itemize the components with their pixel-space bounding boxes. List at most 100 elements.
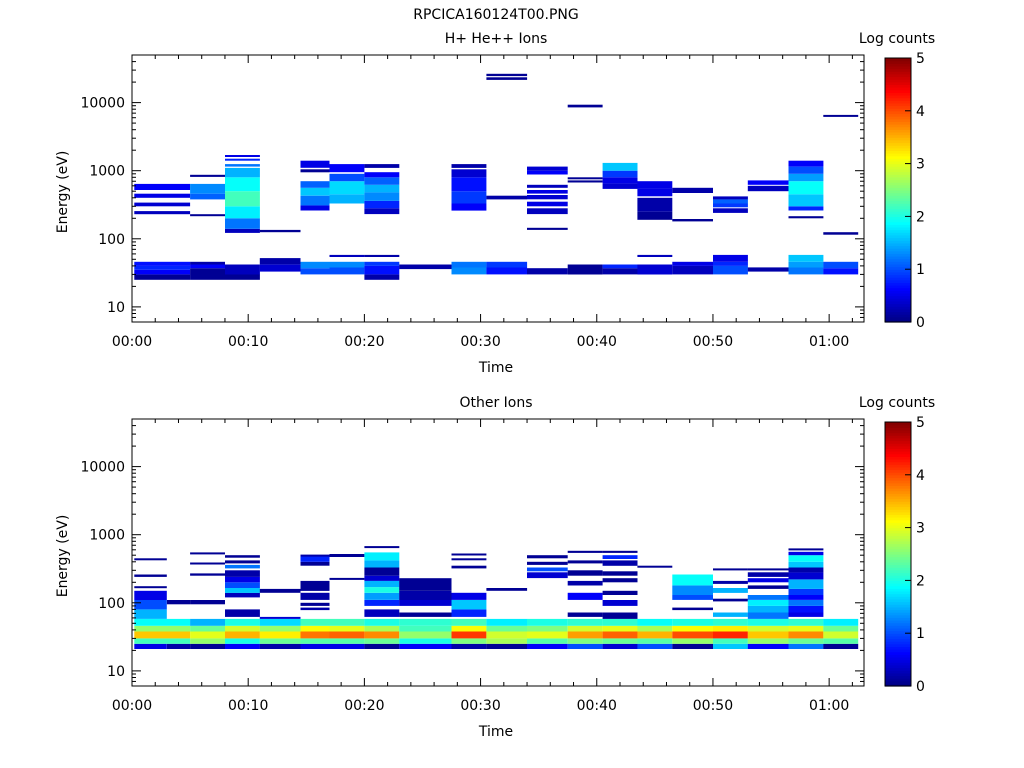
heatmap-cell (602, 638, 638, 644)
heatmap-cell (259, 631, 301, 639)
y-axis-label: Energy (eV) (55, 515, 71, 598)
colorbar-segment (885, 654, 911, 658)
heatmap-cell (300, 643, 365, 649)
colorbar-segment (885, 298, 911, 302)
colorbar-segment (885, 643, 911, 647)
colorbar-segment (885, 422, 911, 426)
heatmap-cell (364, 546, 400, 549)
heatmap-cell (823, 268, 859, 275)
heatmap-cell (300, 181, 330, 188)
colorbar-segment (885, 65, 911, 70)
colorbar-segment (885, 469, 911, 473)
heatmap-cell (190, 261, 225, 265)
heatmap-cell (637, 643, 673, 649)
heatmap-cell (747, 568, 789, 571)
colorbar-segment (885, 445, 911, 449)
heatmap-cell (527, 184, 568, 188)
heatmap-cell (225, 228, 260, 233)
heatmap-cell (399, 600, 452, 606)
heatmap-cell (190, 193, 225, 200)
colorbar-segment (885, 303, 911, 307)
heatmap-cell (134, 625, 191, 632)
heatmap-cell (134, 183, 191, 190)
heatmap-cell (190, 618, 225, 626)
colorbar-segment (885, 638, 911, 642)
colorbar-segment (885, 224, 911, 228)
heatmap-cell (672, 574, 713, 586)
heatmap-cell (225, 618, 260, 626)
heatmap-cell (713, 580, 748, 584)
colorbar-segment (885, 179, 911, 183)
colorbar-segment (885, 482, 911, 486)
heatmap-cell (823, 618, 859, 626)
colorbar-segment (885, 213, 911, 217)
heatmap-cell (329, 577, 365, 580)
heatmap-cell (567, 631, 603, 639)
colorbar-segment (885, 97, 911, 101)
colorbar-segment (885, 308, 911, 313)
colorbar-segment (885, 501, 911, 505)
colorbar-segment (885, 240, 911, 244)
colorbar-segment (885, 190, 911, 194)
heatmap-cell (451, 643, 487, 649)
heatmap-cell (451, 592, 487, 600)
heatmap-cell (451, 558, 487, 561)
colorbar-segment (885, 68, 911, 72)
colorbar-segment (885, 221, 911, 225)
heatmap-cell (225, 164, 260, 167)
colorbar-segment (885, 102, 911, 107)
y-tick-label: 100 (98, 232, 125, 248)
heatmap-cell (451, 631, 487, 639)
colorbar-segment (885, 248, 911, 252)
heatmap-cell (788, 600, 824, 606)
colorbar-segment (885, 567, 911, 571)
colorbar-segment (885, 577, 911, 581)
heatmap-cell (190, 625, 225, 632)
heatmap-cell (259, 616, 301, 619)
colorbar-segment (885, 211, 911, 215)
heatmap-cell (713, 568, 748, 571)
heatmap-cell (637, 181, 673, 189)
heatmap-cell (713, 643, 748, 649)
colorbar-segment (885, 256, 911, 260)
heatmap-cell (713, 625, 748, 632)
colorbar-segment (885, 456, 911, 460)
colorbar-segment (885, 87, 911, 91)
heatmap-cell (713, 588, 748, 593)
colorbar-segment (885, 182, 911, 186)
heatmap-cell (364, 200, 400, 209)
heatmap-cell (567, 643, 603, 649)
colorbar-segment (885, 126, 911, 130)
colorbar-segment (885, 134, 911, 138)
colorbar-segment (885, 480, 911, 484)
colorbar-segment (885, 110, 911, 115)
heatmap-cell (486, 77, 528, 80)
colorbar-segment (885, 641, 911, 645)
heatmap-cell (637, 254, 673, 257)
heatmap-cell (713, 638, 748, 644)
colorbar-segment (885, 84, 911, 88)
colorbar-segment (885, 443, 911, 447)
colorbar-segment (885, 274, 911, 278)
colorbar-segment (885, 509, 911, 513)
heatmap-cell (788, 612, 824, 617)
plot-frame (131, 418, 865, 687)
heatmap-cell (225, 625, 260, 632)
colorbar-segment (885, 171, 911, 175)
heatmap-cell (399, 612, 452, 617)
heatmap-cell (190, 638, 225, 644)
colorbar-segment (885, 250, 911, 254)
heatmap-cell (713, 196, 748, 200)
heatmap-cell (225, 177, 260, 192)
heatmap-cell (713, 254, 748, 262)
colorbar-segment (885, 142, 911, 146)
heatmap-cell (672, 638, 713, 644)
heatmap-cell (134, 211, 191, 215)
colorbar-segment (885, 137, 911, 141)
heatmap-cell (364, 184, 400, 193)
heatmap-cell (300, 555, 330, 562)
heatmap-cell (713, 265, 748, 275)
colorbar-segment (885, 277, 911, 281)
colorbar-segment (885, 524, 911, 529)
